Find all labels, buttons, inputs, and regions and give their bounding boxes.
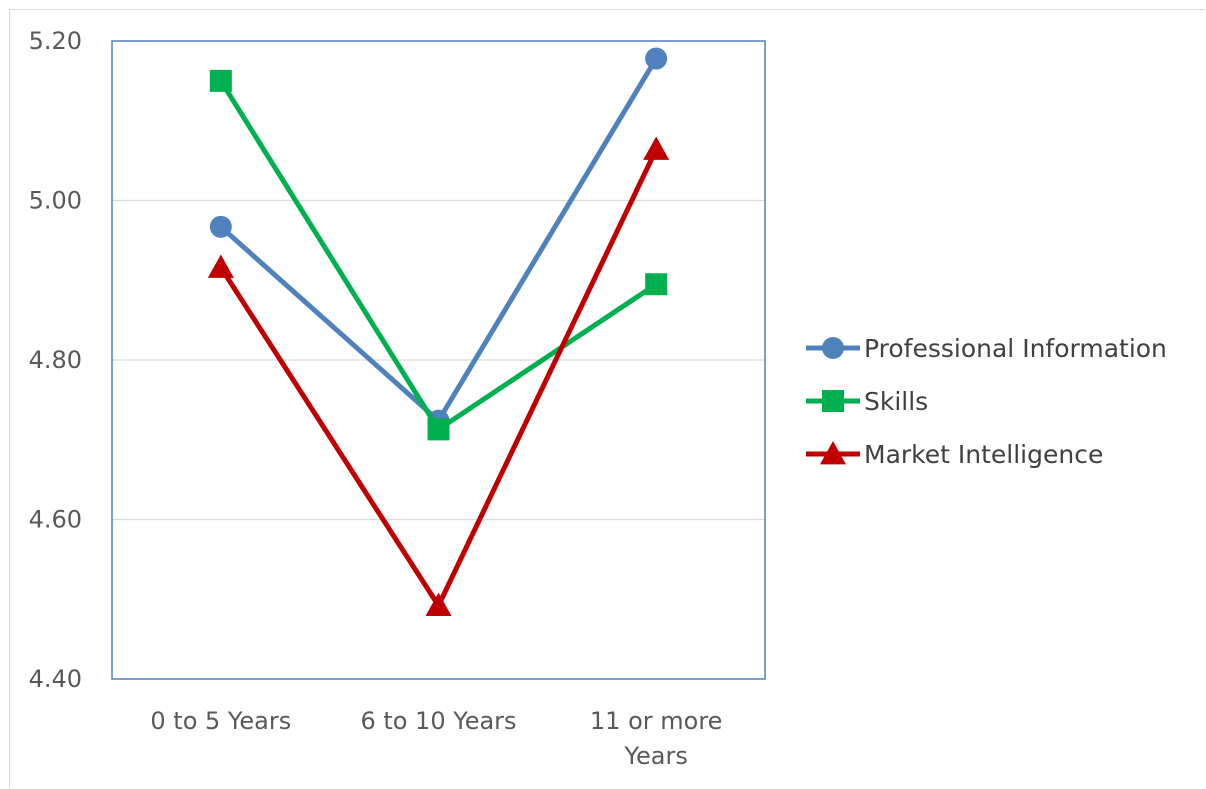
data-point bbox=[207, 254, 234, 278]
data-point bbox=[645, 273, 668, 296]
data-point bbox=[645, 47, 668, 70]
series-line bbox=[218, 148, 659, 609]
series-market-intelligence bbox=[207, 136, 670, 617]
y-tick-label: 4.60 bbox=[29, 506, 82, 534]
legend-item: Market Intelligence bbox=[806, 440, 1103, 469]
data-point bbox=[209, 215, 232, 238]
x-axis-tick-labels: 0 to 5 Years 6 to 10 Years 11 or more Years bbox=[150, 707, 722, 770]
legend-item: Professional Information bbox=[806, 334, 1167, 363]
data-point bbox=[643, 136, 670, 160]
y-tick-label: 5.20 bbox=[29, 27, 82, 55]
legend-label: Market Intelligence bbox=[864, 440, 1103, 469]
y-tick-label: 4.80 bbox=[29, 346, 82, 374]
x-tick-label: 0 to 5 Years bbox=[150, 707, 291, 735]
legend-swatch-marker bbox=[822, 390, 844, 412]
legend-swatch-marker bbox=[820, 441, 846, 465]
x-tick-label-line: 6 to 10 Years bbox=[360, 707, 516, 735]
legend-item: Skills bbox=[806, 387, 928, 416]
series-skills bbox=[209, 69, 668, 441]
x-tick-label-line: Years bbox=[624, 742, 688, 770]
series-professional-information bbox=[209, 47, 668, 432]
data-point bbox=[425, 592, 452, 617]
series-line bbox=[218, 79, 658, 432]
data-point bbox=[209, 69, 232, 92]
x-tick-label-line: 0 to 5 Years bbox=[150, 707, 291, 735]
y-axis-tick-labels: 4.40 4.60 4.80 5.00 5.20 bbox=[29, 27, 82, 693]
chart-frame bbox=[9, 9, 1205, 788]
y-tick-label: 4.40 bbox=[29, 665, 82, 693]
gridlines bbox=[112, 199, 765, 521]
series-group bbox=[207, 47, 670, 617]
legend: Professional Information Skills Market Int… bbox=[806, 334, 1167, 469]
y-tick-label: 5.00 bbox=[29, 187, 82, 215]
plot-area-border bbox=[111, 40, 766, 680]
legend-label: Skills bbox=[864, 387, 928, 416]
x-tick-label: 11 or more Years bbox=[590, 707, 723, 770]
x-tick-label: 6 to 10 Years bbox=[360, 707, 516, 735]
data-point bbox=[427, 418, 450, 441]
legend-label: Professional Information bbox=[864, 334, 1167, 363]
legend-swatch-marker bbox=[822, 337, 844, 359]
x-tick-label-line: 11 or more bbox=[590, 707, 723, 735]
